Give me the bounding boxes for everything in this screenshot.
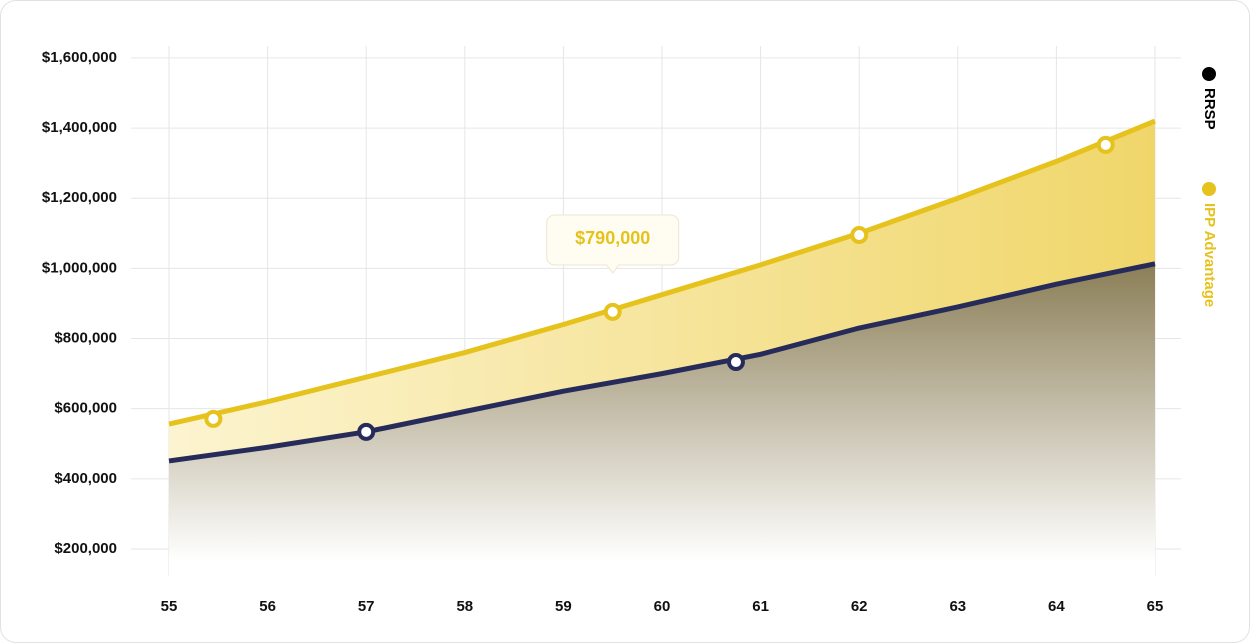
legend-label: RRSP [1201,88,1218,130]
legend-dot [1202,67,1216,81]
y-tick-label: $200,000 [54,540,117,557]
y-tick-label: $1,200,000 [42,189,117,206]
legend-dot [1202,182,1216,196]
line [168,261,1156,464]
marker [603,302,622,321]
x-tick-label: 63 [949,598,966,615]
x-tick-label: 59 [555,598,572,615]
tooltip-text: $790,000 [575,228,650,248]
marker [1096,135,1115,154]
tooltip-box [546,214,680,274]
marker [850,226,869,245]
y-tick-label: $400,000 [54,470,117,487]
areas [169,121,1155,577]
x-tick-label: 56 [259,598,276,615]
legend-label: IPP Advantage [1201,203,1218,307]
marker [726,353,745,372]
labels: $200,000 $400,000 $600,000 $800,000 $1,000,0… [42,49,1218,615]
x-tick-label: 57 [358,598,375,615]
x-tick-label: 60 [654,598,671,615]
x-tick-label: 62 [851,598,868,615]
y-tick-label: $1,400,000 [42,119,117,136]
x-tick-label: 58 [456,598,473,615]
y-tick-label: $1,000,000 [42,259,117,276]
area [169,263,1155,576]
marker [357,422,376,441]
x-tick-label: 55 [161,598,178,615]
y-tick-label: $800,000 [54,330,117,347]
y-tick-label: $600,000 [54,400,117,417]
x-tick-label: 61 [752,598,769,615]
marker [204,409,223,428]
lines [168,118,1156,464]
x-tick-label: 65 [1147,598,1164,615]
x-tick-label: 64 [1048,598,1065,615]
line [168,118,1156,427]
y-tick-label: $1,600,000 [42,49,117,66]
